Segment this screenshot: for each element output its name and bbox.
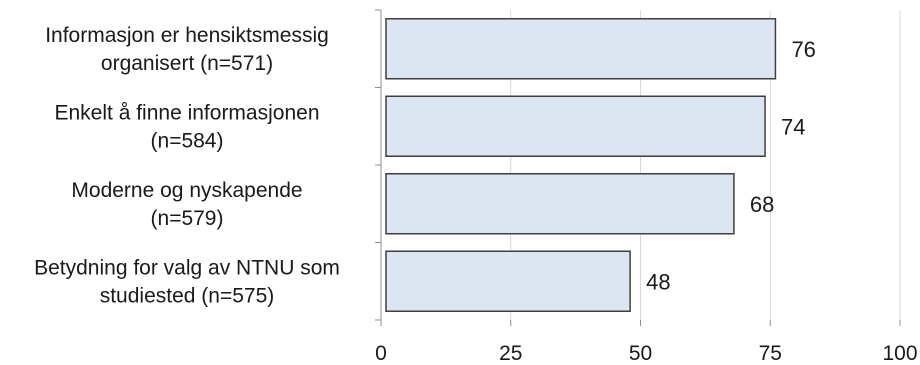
x-tick-label: 50 bbox=[629, 342, 652, 365]
bar bbox=[385, 18, 777, 80]
data-label: 68 bbox=[750, 192, 774, 217]
category-label: Enkelt å finne informasjonen (n=584) bbox=[55, 101, 320, 152]
labels: 0 25 50 75 100 76 Informasjon er hensiktsmessi… bbox=[34, 24, 917, 365]
category-label: Informasjon er hensiktsmessig organisert … bbox=[45, 24, 329, 75]
x-tick-label: 100 bbox=[882, 342, 917, 365]
data-label: 74 bbox=[781, 114, 805, 139]
bar bbox=[385, 95, 766, 157]
bar bbox=[385, 250, 631, 312]
x-tick-label: 0 bbox=[375, 342, 387, 365]
axes bbox=[375, 9, 901, 326]
data-label: 48 bbox=[646, 269, 670, 294]
x-tick-label: 25 bbox=[499, 342, 522, 365]
data-label: 76 bbox=[791, 37, 815, 62]
bar bbox=[385, 173, 735, 235]
x-tick-label: 75 bbox=[759, 342, 782, 365]
category-label: Betydning for valg av NTNU som studiested… bbox=[34, 256, 340, 307]
bars bbox=[385, 18, 777, 312]
category-label: Moderne og nyskapende (n=579) bbox=[71, 179, 302, 230]
